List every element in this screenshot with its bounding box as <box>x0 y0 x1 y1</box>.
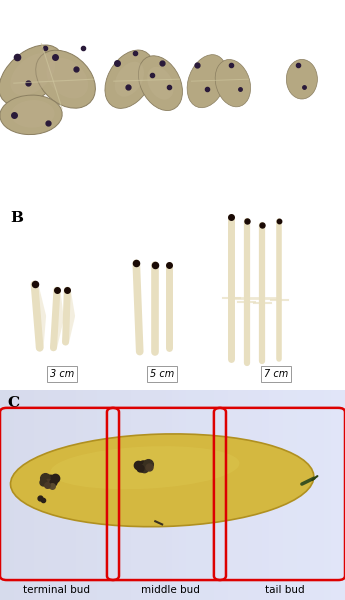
Text: C: C <box>7 396 19 410</box>
Ellipse shape <box>115 62 144 97</box>
Text: < 50 g: < 50 g <box>284 172 319 182</box>
Ellipse shape <box>0 95 62 134</box>
Text: tail bud: tail bud <box>265 585 304 595</box>
Text: middle bud: middle bud <box>141 585 200 595</box>
Text: B: B <box>10 211 23 226</box>
Text: > 200 g: > 200 g <box>47 172 88 182</box>
Ellipse shape <box>286 59 317 99</box>
Ellipse shape <box>46 58 88 98</box>
Ellipse shape <box>0 45 63 106</box>
Text: 1 cm: 1 cm <box>45 242 67 251</box>
Text: terminal bud: terminal bud <box>23 585 90 595</box>
Ellipse shape <box>10 434 314 527</box>
Ellipse shape <box>187 55 227 107</box>
Ellipse shape <box>147 67 174 100</box>
Ellipse shape <box>10 53 55 95</box>
Text: A: A <box>10 14 22 28</box>
Ellipse shape <box>36 50 95 108</box>
Ellipse shape <box>138 56 183 110</box>
Text: 3 cm: 3 cm <box>50 368 74 379</box>
Text: > 100 g: > 100 g <box>210 172 252 182</box>
Text: 7 cm: 7 cm <box>264 368 288 379</box>
Text: > 150 g: > 150 g <box>136 172 178 182</box>
Ellipse shape <box>215 59 250 107</box>
Ellipse shape <box>50 446 239 489</box>
Text: 5 cm: 5 cm <box>150 368 174 379</box>
Ellipse shape <box>105 50 154 109</box>
Ellipse shape <box>11 100 55 128</box>
